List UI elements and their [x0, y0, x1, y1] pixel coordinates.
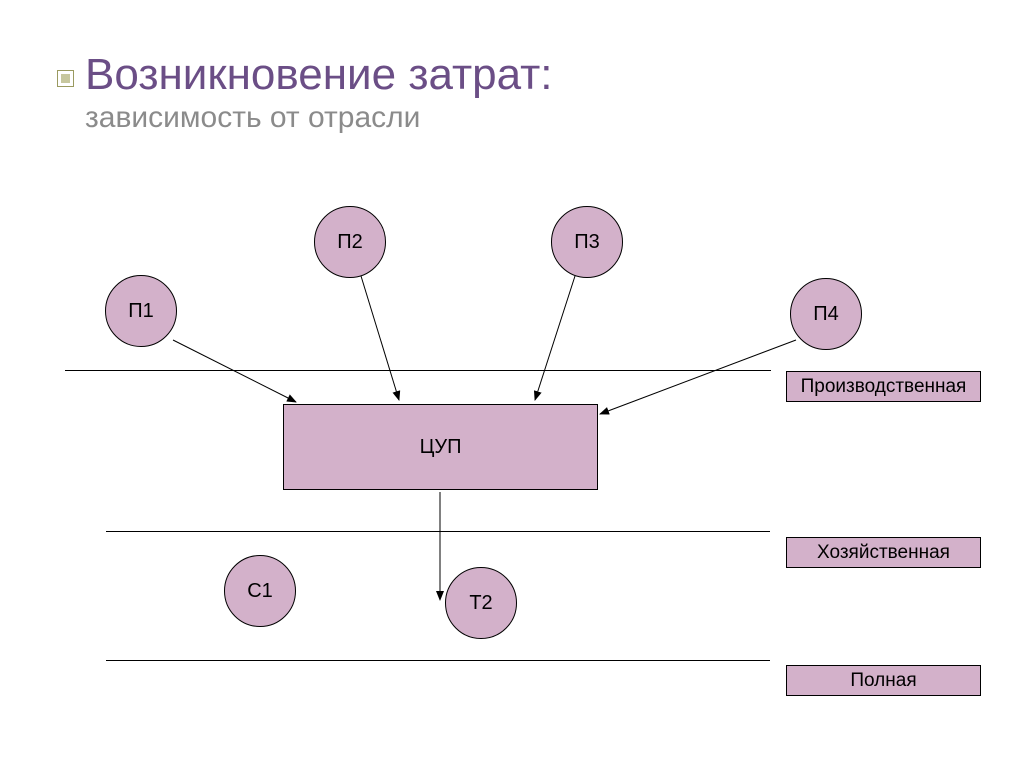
- node-p2: П2: [314, 206, 386, 278]
- title-block: Возникновение затрат: зависимость от отр…: [85, 50, 553, 135]
- node-p2-label: П2: [337, 231, 363, 254]
- node-t2-label: Т2: [469, 592, 492, 615]
- node-p1: П1: [105, 275, 177, 347]
- node-p4: П4: [790, 278, 862, 350]
- node-p1-label: П1: [128, 300, 154, 323]
- node-p3: П3: [551, 206, 623, 278]
- divider-line-1: [65, 370, 771, 371]
- node-center-label: ЦУП: [420, 436, 462, 459]
- node-p3-label: П3: [574, 231, 600, 254]
- slide-subtitle: зависимость от отрасли: [85, 101, 553, 135]
- label-full: Полная: [786, 665, 981, 696]
- divider-line-2: [106, 531, 770, 532]
- label-production: Производственная: [786, 371, 981, 402]
- node-center: ЦУП: [283, 404, 598, 490]
- label-full-text: Полная: [850, 670, 916, 692]
- label-economic: Хозяйственная: [786, 537, 981, 568]
- slide-canvas: Возникновение затрат: зависимость от отр…: [0, 0, 1024, 767]
- divider-line-3: [106, 660, 770, 661]
- label-economic-text: Хозяйственная: [817, 542, 950, 564]
- label-production-text: Производственная: [801, 376, 967, 398]
- bullet-icon: [57, 70, 74, 87]
- node-c1: С1: [224, 555, 296, 627]
- slide-title: Возникновение затрат:: [85, 50, 553, 101]
- node-c1-label: С1: [247, 580, 273, 603]
- node-p4-label: П4: [813, 303, 839, 326]
- node-t2: Т2: [445, 567, 517, 639]
